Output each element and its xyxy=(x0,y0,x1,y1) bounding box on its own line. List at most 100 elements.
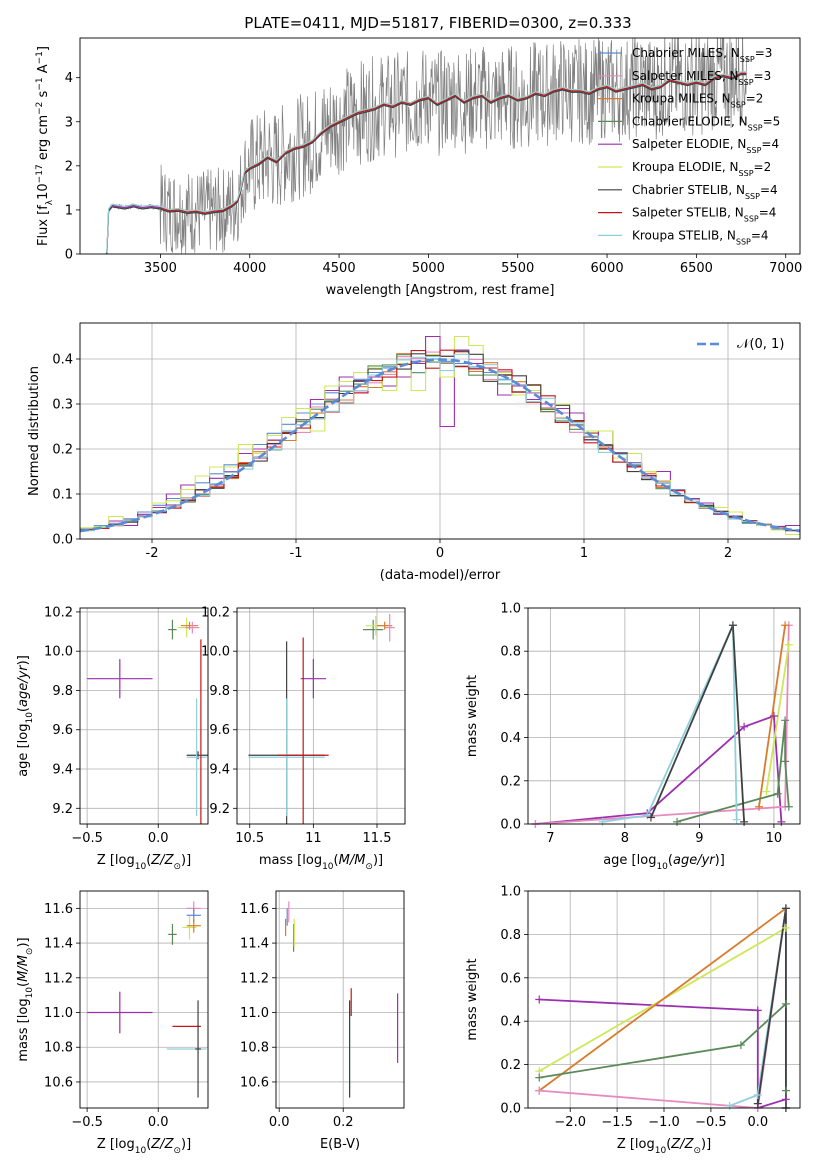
axes-frame xyxy=(275,890,405,1109)
y-tick-label: 0.0 xyxy=(500,1102,521,1117)
x-tick-label: 6000 xyxy=(591,261,624,276)
x-tick-label: 1 xyxy=(580,546,588,561)
y-axis-label: Flux [fλ10−17 erg cm−2 s−1 A−1] xyxy=(35,46,55,246)
x-tick-label: 5500 xyxy=(501,261,534,276)
label-part: ⊙ xyxy=(365,862,373,872)
x-tick-label: 8 xyxy=(621,831,629,846)
legend-entry: Chabrier ELODIE, NSSP=5 xyxy=(632,114,780,131)
weight-marker xyxy=(643,811,652,820)
x-tick-label: 0.0 xyxy=(148,831,169,846)
model-spectrum xyxy=(106,71,747,253)
axes-frame xyxy=(236,607,406,825)
label-part: ⊙ xyxy=(693,1146,701,1156)
legend-suffix: =5 xyxy=(763,114,781,128)
age-vs-metallicity-panel: −0.5 0.09.29.49.69.810.010.2Z [log10(Z/Z⊙… xyxy=(16,605,209,872)
x-tick-label: 4000 xyxy=(233,261,266,276)
x-axis-label: Z [log10(Z/Z⊙)] xyxy=(97,853,191,872)
label-part: 10 xyxy=(655,1146,667,1156)
weight-marker xyxy=(535,1086,544,1095)
x-tick-label: 5000 xyxy=(412,261,445,276)
label-part: λ xyxy=(45,199,55,205)
age-vs-mass-panel: 10.5 11 11.5 9.2 9.4 9.6 9.8 10.0 10.2 mass [log1… xyxy=(201,605,406,872)
label-part: ( xyxy=(666,1137,671,1152)
legend-subscript: SSP xyxy=(745,191,760,200)
label-part: M/M xyxy=(339,853,366,868)
weight-marker xyxy=(781,757,790,766)
y-tick-label: 10.0 xyxy=(44,645,73,660)
axes-frame xyxy=(79,607,209,825)
label-part: age [log xyxy=(16,724,31,777)
weight-marker xyxy=(781,1095,790,1104)
y-tick-label: 11.2 xyxy=(44,971,73,986)
legend-suffix: =4 xyxy=(751,228,769,242)
axes-frame xyxy=(527,607,801,825)
x-axis-label: Z [log10(Z/Z⊙)] xyxy=(97,1137,191,1156)
y-tick-label: 10.8 xyxy=(44,1041,73,1056)
y-tick-label: 9.4 xyxy=(52,763,73,778)
x-tick-label: 7000 xyxy=(769,261,802,276)
label-part: −1 xyxy=(35,77,45,90)
y-tick-label: 0 xyxy=(65,248,73,263)
plot-area xyxy=(80,335,800,536)
x-tick-label: 10.5 xyxy=(235,831,264,846)
weight-marker xyxy=(781,904,790,913)
y-axis-label: mass weight xyxy=(465,958,480,1040)
x-tick-label: 2 xyxy=(724,546,732,561)
label-part: )] xyxy=(373,853,383,868)
x-tick-label: −2.0 xyxy=(554,1115,586,1130)
weight-marker xyxy=(646,813,655,822)
label-part: ⊙ xyxy=(25,948,35,956)
weight-marker xyxy=(725,1101,734,1110)
x-tick-label: -1 xyxy=(290,546,303,561)
x-tick-label: −1.0 xyxy=(648,1115,680,1130)
label-part: Z/Z xyxy=(150,1137,174,1152)
y-tick-label: 10.6 xyxy=(44,1075,73,1090)
legend-entry: Chabrier MILES, NSSP=3 xyxy=(632,46,772,64)
label-part: age/yr xyxy=(673,853,716,868)
model-spectrum xyxy=(106,74,747,254)
weight-marker xyxy=(598,817,607,826)
x-tick-label: −1.5 xyxy=(601,1115,633,1130)
legend-subscript: SSP xyxy=(739,169,754,178)
normal-reference-curve xyxy=(80,358,800,533)
label-part: mass [log xyxy=(16,998,31,1061)
label-part: ( xyxy=(146,1137,151,1152)
label-part: M/M xyxy=(16,955,31,982)
y-tick-label: 2 xyxy=(65,159,73,174)
weight-marker xyxy=(784,802,793,811)
x-tick-label: -2 xyxy=(146,546,159,561)
y-tick-label: 9.6 xyxy=(52,723,73,738)
x-tick-label: 7 xyxy=(546,831,554,846)
weight-marker xyxy=(781,999,790,1008)
y-tick-label: 1.0 xyxy=(500,885,521,900)
data-spectrum xyxy=(106,38,749,254)
weight-marker xyxy=(781,621,790,630)
label-part: 10 xyxy=(135,1146,147,1156)
label-part: erg cm xyxy=(36,115,51,164)
x-tick-label: 10 xyxy=(766,831,783,846)
axes-frame xyxy=(79,37,801,255)
label-part: )] xyxy=(16,655,31,665)
plot-area xyxy=(248,613,395,824)
label-part: )] xyxy=(181,1137,191,1152)
y-tick-label: 0.4 xyxy=(500,731,521,746)
y-axis-label: age [log10(age/yr)] xyxy=(16,655,35,777)
y-tick-label: 10.2 xyxy=(201,605,230,620)
x-tick-label: 0.0 xyxy=(148,1115,169,1130)
mass-vs-metallicity-panel: −0.5 0.010.610.811.011.211.411.6Z [log10(… xyxy=(16,890,209,1156)
x-tick-label: 9 xyxy=(695,831,703,846)
legend-entry: Chabrier STELIB, NSSP=4 xyxy=(632,183,778,201)
weight-marker xyxy=(535,1073,544,1082)
y-tick-label: 10.0 xyxy=(201,645,230,660)
plot-area xyxy=(285,901,399,1098)
x-tick-label: 0.0 xyxy=(269,1115,290,1130)
legend-suffix: =4 xyxy=(759,206,777,220)
y-tick-label: 1.0 xyxy=(500,602,521,617)
legend-subscript: SSP xyxy=(740,55,755,64)
x-tick-label: 0.2 xyxy=(333,1115,354,1130)
label-part: Z [log xyxy=(97,1137,135,1152)
y-tick-label: 0.1 xyxy=(52,488,73,503)
y-axis-label: mass weight xyxy=(465,675,480,757)
spectrum-panel: 3500 4000 4500 5000 5500 6000 6500 7000 0 1 2 3 4 Cha… xyxy=(35,37,802,298)
label-part: age/yr xyxy=(16,664,31,707)
